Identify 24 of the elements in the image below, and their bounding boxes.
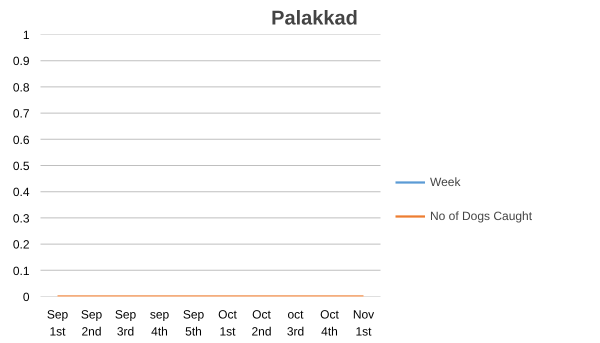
y-tick-label: 0.1: [12, 264, 30, 278]
x-tick-label: Oct 2nd: [251, 308, 272, 338]
legend-label: Week: [430, 175, 460, 189]
x-tick-label: Oct 1st: [218, 308, 238, 338]
y-tick-label: 0.8: [12, 80, 30, 94]
x-tick-label: Sep 2nd: [80, 308, 102, 338]
x-tick-label: Sep 5th: [182, 308, 204, 338]
x-tick-label: Nov 1st: [352, 308, 374, 338]
x-tick-label: oct 3rd: [286, 308, 304, 338]
y-tick-label: 0.5: [12, 159, 30, 173]
legend-label: No of Dogs Caught: [430, 209, 532, 223]
chart-title: Palakkad: [271, 8, 358, 30]
x-tick-label: Sep 1st: [46, 308, 68, 338]
y-tick-label: 1: [22, 28, 30, 42]
x-tick-label: sep 4th: [150, 308, 170, 338]
y-tick-label: 0.2: [12, 238, 30, 252]
y-tick-label: 0.3: [12, 211, 30, 226]
x-tick-label: Sep 3rd: [114, 308, 136, 338]
y-tick-label: 0.9: [12, 54, 30, 68]
y-tick-label: 0.4: [12, 185, 30, 200]
y-tick-label: 0.7: [12, 106, 30, 121]
y-tick-label: 0.6: [12, 132, 30, 147]
x-tick-label: Oct 4th: [320, 308, 340, 338]
y-tick-label: 0: [22, 290, 30, 304]
